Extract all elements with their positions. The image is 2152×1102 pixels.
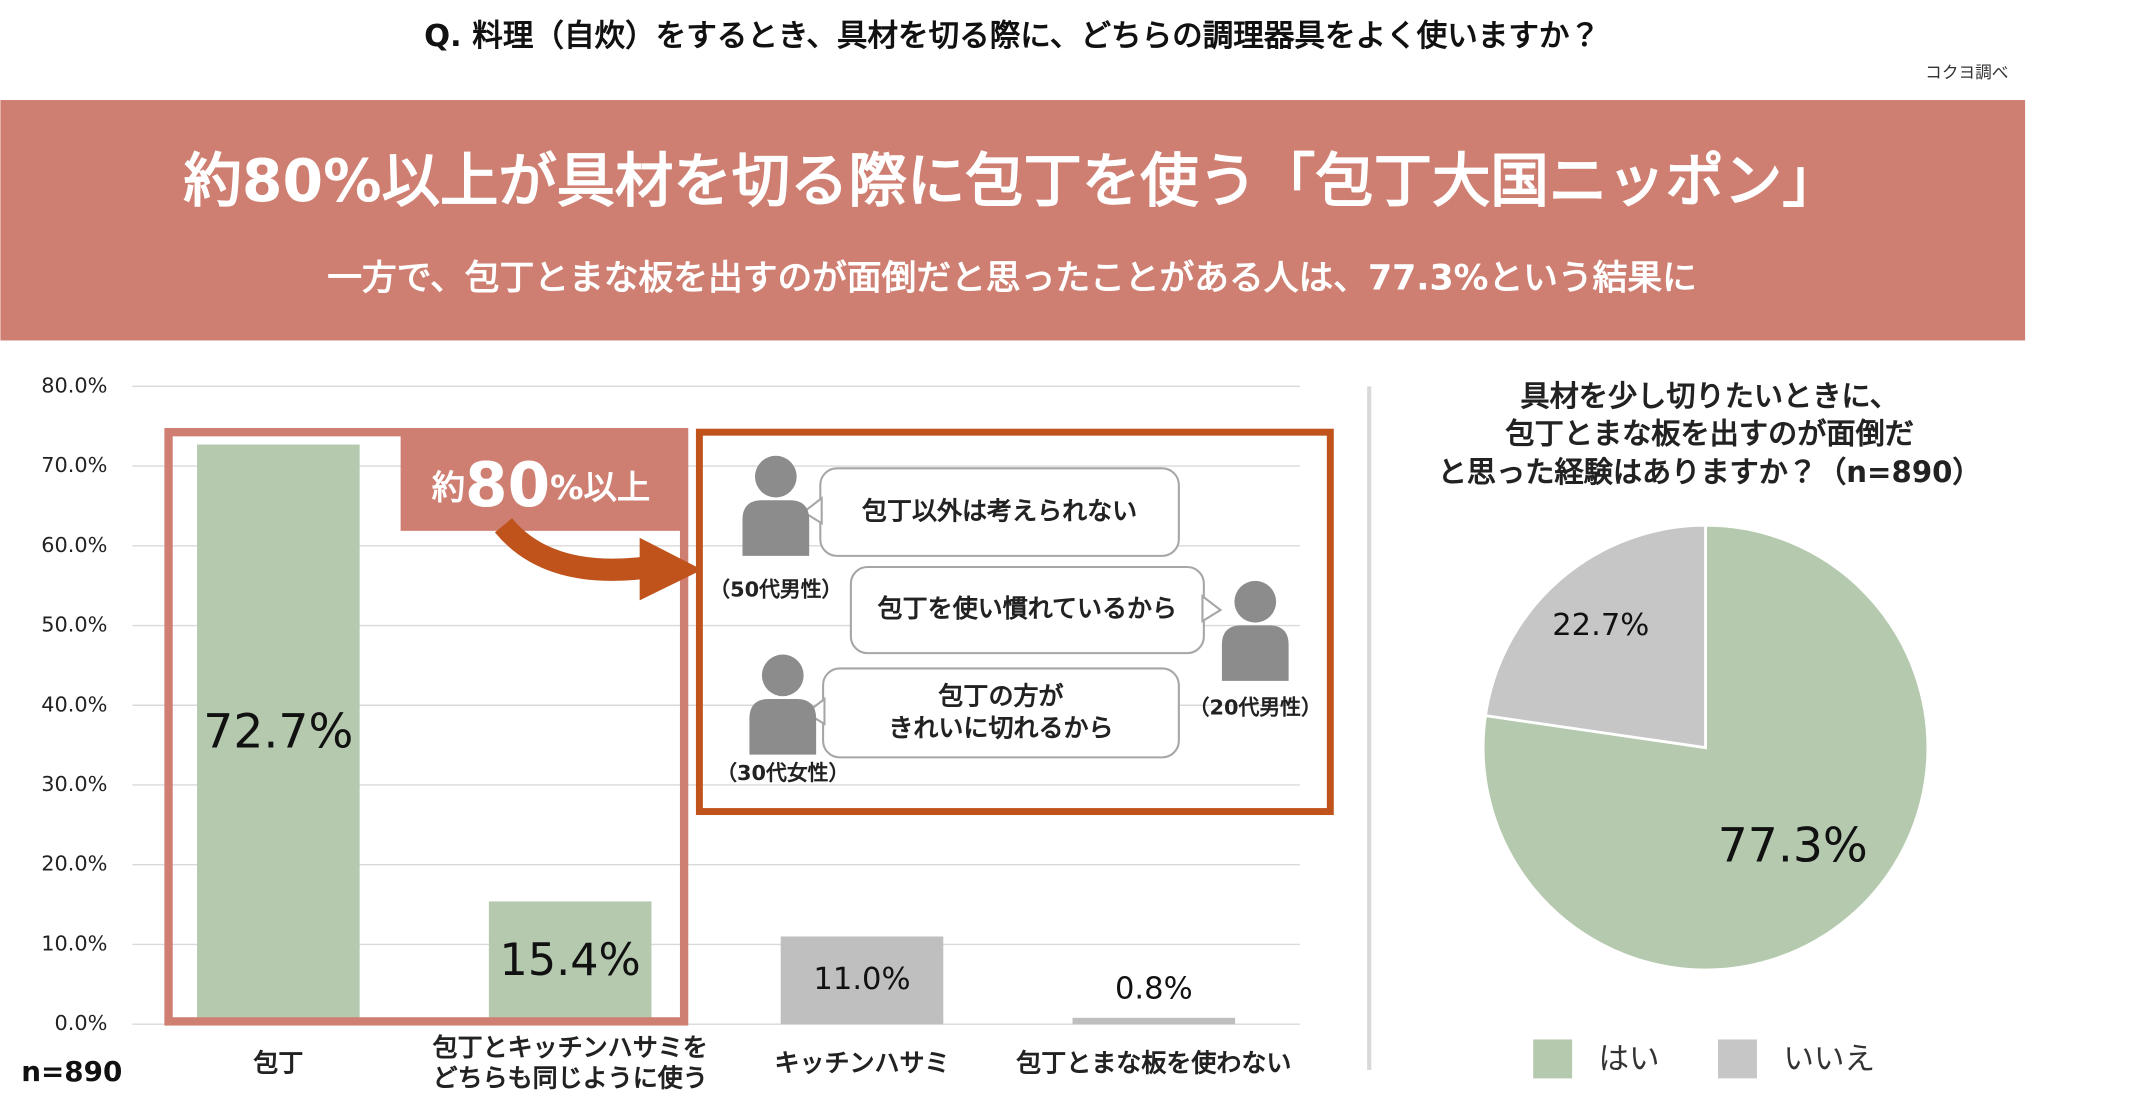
y-tick-label: 10.0%	[41, 931, 107, 955]
y-tick-label: 0.0%	[54, 1011, 107, 1035]
question: Q. 料理（自炊）をするとき、具材を切る際に、どちらの調理器具をよく使いますか？	[424, 19, 1600, 54]
pie-title-box: 具材を少し切りたいときに、 包丁とまな板を出すのが面倒だ と思った経験はあります…	[1437, 379, 1982, 489]
quote-text-box: 包丁以外は考えられない	[861, 497, 1138, 527]
bar	[197, 444, 360, 1025]
quote-frame	[695, 428, 1334, 816]
y-tick-label: 50.0%	[41, 613, 107, 637]
sample-size: n=890	[21, 1055, 122, 1088]
speaker: （30代女性）	[716, 761, 849, 785]
x-tick-label: 包丁とキッチンハサミを どちらも同じように使う	[432, 1033, 708, 1094]
x-tick-label-box: 包丁とまな板を使わない	[1016, 1048, 1292, 1079]
legend-swatch	[1718, 1039, 1757, 1079]
person-body	[749, 698, 817, 755]
value-label: 0.8%	[1115, 972, 1193, 1007]
pie-slice	[1483, 523, 1707, 750]
value-label: 72.7%	[203, 704, 353, 759]
slice-label: 77.3%	[1718, 819, 1868, 874]
y-tick-label: 20.0%	[41, 852, 107, 876]
quote-text-box: 包丁を使い慣れているから	[877, 595, 1178, 625]
slice-label: 22.7%	[1552, 608, 1649, 643]
quote-text: 包丁以外は考えられない	[861, 497, 1138, 527]
bar	[488, 901, 652, 1025]
quote-text: 包丁を使い慣れているから	[877, 595, 1178, 625]
bars: 72.7% 包丁 15.4% 包丁とキッチンハサミを どちらも同じように使う 11.0%…	[197, 444, 1292, 1094]
quote-text: 包丁の方が きれいに切れるから	[888, 681, 1114, 744]
quote-text-box: 包丁の方が きれいに切れるから	[888, 681, 1114, 744]
speaker: （50代男性）	[709, 578, 842, 602]
badge-text: 約80%以上	[432, 450, 651, 521]
badge-suffix: %以上	[550, 468, 650, 507]
pie-title: 具材を少し切りたいときに、 包丁とまな板を出すのが面倒だ と思った経験はあります…	[1437, 379, 1982, 489]
person-head	[761, 654, 804, 697]
y-tick-label: 70.0%	[41, 453, 107, 477]
value-label: 11.0%	[813, 962, 910, 997]
person-body	[1221, 625, 1289, 681]
person-body	[742, 500, 810, 556]
y-tick-label: 40.0%	[41, 692, 107, 716]
arrow-shaft	[494, 517, 653, 581]
y-tick-label: 80.0%	[41, 373, 107, 397]
x-tick-label-box: 包丁	[253, 1048, 304, 1079]
legend-label: いいえ	[1783, 1042, 1875, 1077]
badge-number: 80	[465, 450, 550, 521]
y-tick-label: 30.0%	[41, 772, 107, 796]
quotes: 包丁以外は考えられない （50代男性） 包丁を使い慣れているから （20代男性） 包丁の…	[709, 455, 1322, 785]
pie-chart: 具材を少し切りたいときに、 包丁とまな板を出すのが面倒だ と思った経験はあります…	[1437, 379, 1982, 1079]
headline: 約80%以上が具材を切る際に包丁を使う「包丁大国ニッポン」	[184, 147, 1841, 215]
arrow-head	[639, 537, 703, 601]
person-head	[1234, 580, 1277, 623]
legend-swatch	[1533, 1039, 1573, 1079]
highlight-frame	[164, 428, 689, 1026]
legend-label: はい	[1599, 1042, 1660, 1077]
bubble-tail	[801, 496, 823, 526]
value-label: 15.4%	[500, 935, 641, 986]
banner	[0, 100, 2026, 341]
bubble-tail	[1201, 594, 1223, 624]
badge	[400, 434, 682, 531]
bar	[780, 936, 944, 1025]
x-tick-label-box: 包丁とキッチンハサミを どちらも同じように使う	[432, 1033, 708, 1094]
bar	[1072, 1017, 1236, 1025]
subline: 一方で、包丁とまな板を出すのが面倒だと思ったことがある人は、77.3%という結果…	[327, 258, 1697, 298]
person-head	[754, 455, 797, 498]
source: コクヨ調べ	[1925, 63, 2008, 82]
x-tick-label: キッチンハサミ	[774, 1048, 950, 1079]
speaker: （20代男性）	[1189, 696, 1322, 720]
x-tick-label: 包丁	[253, 1048, 304, 1079]
x-tick-label: 包丁とまな板を使わない	[1016, 1048, 1292, 1079]
badge-prefix: 約	[432, 468, 465, 507]
x-tick-label-box: キッチンハサミ	[774, 1048, 950, 1079]
y-tick-label: 60.0%	[41, 533, 107, 557]
